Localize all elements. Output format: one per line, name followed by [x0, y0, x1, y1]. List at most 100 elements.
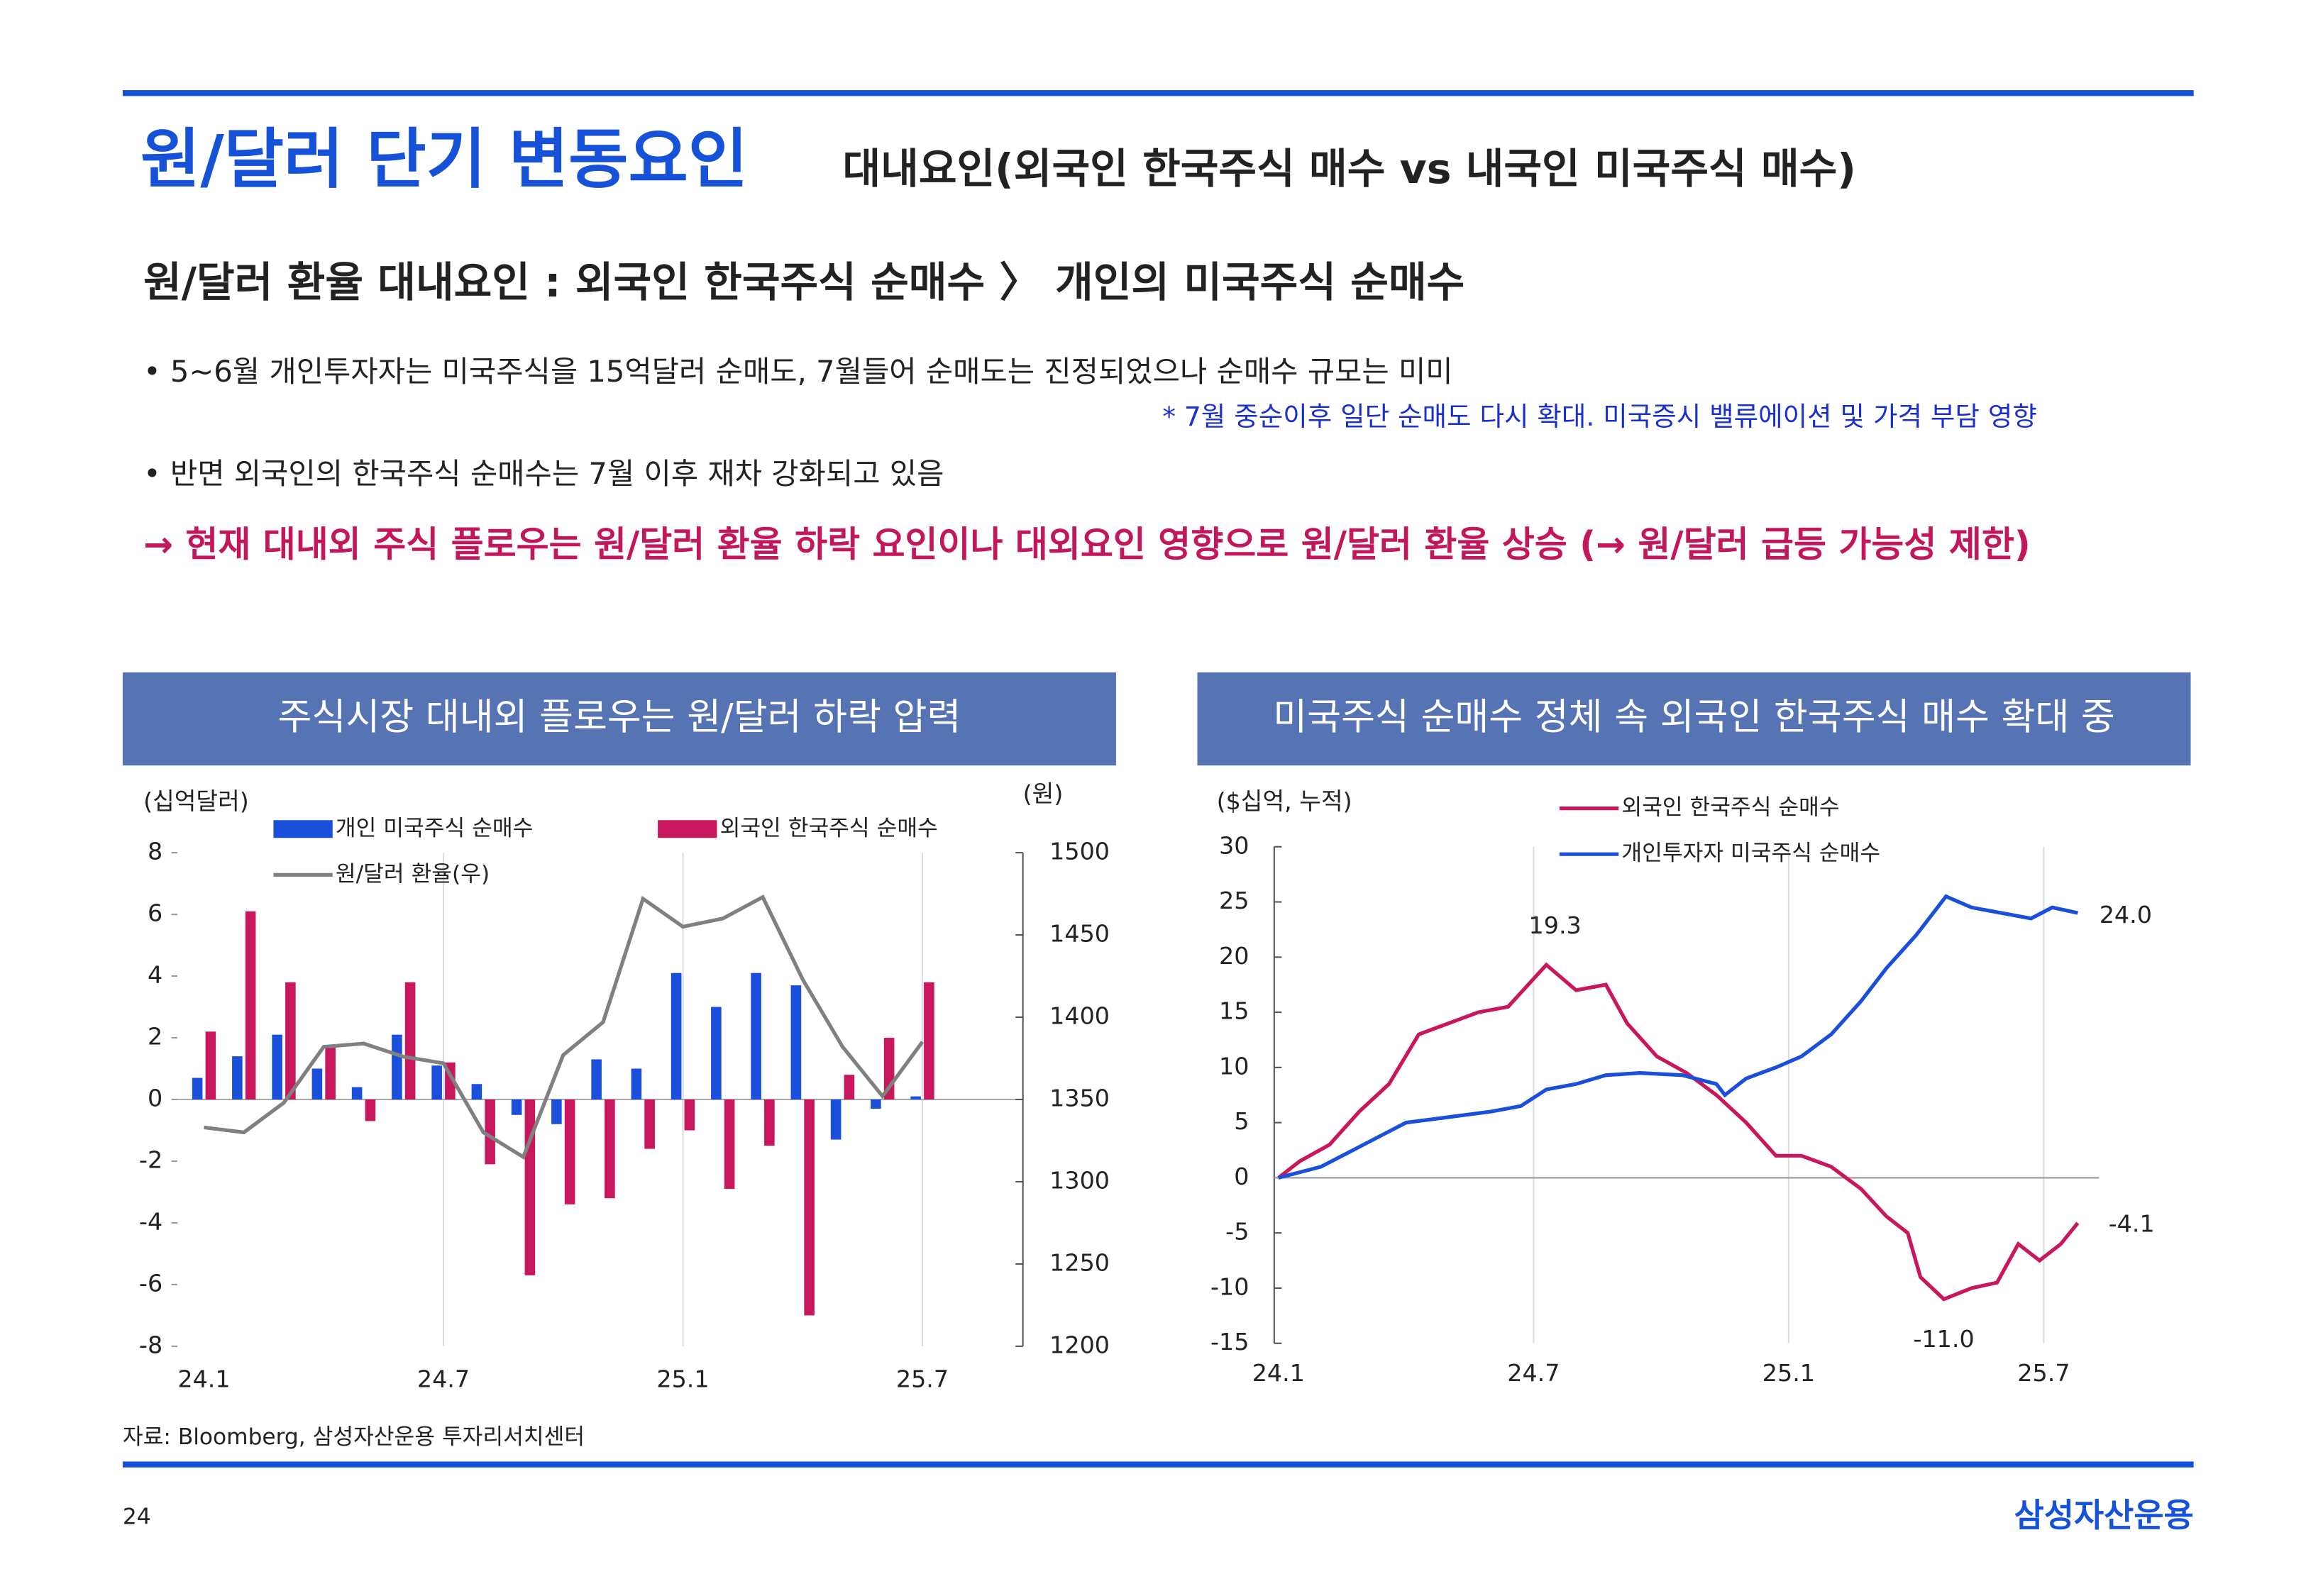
bar	[285, 982, 296, 1099]
bar	[404, 982, 416, 1099]
legend-label: 원/달러 환율(우)	[336, 861, 490, 887]
fx-line	[204, 894, 925, 1160]
x-tick-label: 25.1	[656, 1365, 709, 1392]
bar	[205, 1031, 216, 1099]
y2-tick-label: 1400	[1049, 1002, 1110, 1030]
chart-header	[122, 672, 1116, 766]
y-tick-label: -10	[1210, 1273, 1249, 1300]
x-tick-label: 24.7	[417, 1365, 470, 1392]
top-rule	[122, 90, 2194, 96]
legend-label: 개인투자자 미국주식 순매수	[1621, 841, 1880, 866]
y-tick-label: 30	[1219, 831, 1249, 859]
chart-title: 주식시장 대내외 플로우는 원/달러 하락 압력	[278, 697, 961, 739]
y-tick-label: 6	[148, 899, 162, 927]
bar	[511, 1099, 522, 1115]
series-line	[1277, 962, 2080, 1302]
x-tick-label: 24.7	[1507, 1359, 1560, 1387]
bar	[605, 1099, 615, 1199]
y2-tick-label: 1250	[1049, 1248, 1110, 1276]
y2-axis-label: (원)	[1023, 780, 1064, 807]
y2-tick-label: 1350	[1049, 1085, 1110, 1112]
logo: 삼성자산운용	[2014, 1496, 2194, 1534]
bullet: • 반면 외국인의 한국주식 순매수는 7월 이후 재차 강화되고 있음	[143, 456, 944, 491]
chart-title: 미국주식 순매수 정체 속 외국인 한국주식 매수 확대 중	[1273, 697, 2114, 739]
headline: 원/달러 환율 대내요인 : 외국인 한국주식 순매수 〉 개인의 미국주식 순…	[143, 258, 1464, 306]
bar	[311, 1068, 323, 1099]
bar	[485, 1099, 495, 1165]
bar	[844, 1075, 855, 1099]
y2-tick-label: 1300	[1049, 1166, 1110, 1194]
x-tick-label: 24.1	[1252, 1359, 1305, 1387]
legend-label: 개인 미국주식 순매수	[336, 816, 533, 841]
x-tick-label: 25.1	[1762, 1359, 1815, 1387]
y-tick-label: 2	[148, 1023, 162, 1051]
y-axis-label: (십억달러)	[143, 787, 249, 815]
y-tick-label: -15	[1210, 1328, 1249, 1356]
legend-label: 외국인 한국주식 순매수	[720, 816, 938, 841]
bar	[711, 1007, 722, 1099]
x-tick-label: 24.1	[177, 1365, 230, 1392]
legend-label: 외국인 한국주식 순매수	[1621, 795, 1839, 821]
bar	[684, 1099, 695, 1131]
bar	[272, 1034, 282, 1099]
annotation: 24.0	[2100, 901, 2152, 929]
bar	[871, 1099, 881, 1109]
annotation: -11.0	[1913, 1325, 1974, 1353]
bullet: • 5~6월 개인투자자는 미국주식을 15억달러 순매도, 7월들어 순매도는…	[143, 354, 1453, 389]
y-tick-label: 8	[148, 838, 162, 865]
annotation: -4.1	[2109, 1210, 2155, 1238]
subtitle: 대내요인(외국인 한국주식 매수 vs 내국인 미국주식 매수)	[843, 145, 1856, 193]
bar	[910, 1096, 921, 1099]
bar	[325, 1047, 336, 1099]
bar	[245, 911, 256, 1099]
bar	[232, 1056, 243, 1099]
legend-swatch	[273, 820, 333, 838]
y-tick-label: 15	[1219, 997, 1249, 1025]
bar	[751, 972, 761, 1099]
y-tick-label: -8	[139, 1331, 162, 1358]
x-tick-label: 25.7	[896, 1365, 949, 1392]
bar	[471, 1084, 482, 1099]
bar	[924, 982, 934, 1099]
y-tick-label: 20	[1219, 942, 1249, 970]
y2-tick-label: 1450	[1049, 920, 1110, 948]
conclusion: → 현재 대내외 주식 플로우는 원/달러 환율 하락 요인이나 대외요인 영향…	[143, 523, 2031, 565]
bar	[764, 1099, 775, 1146]
series-line	[1278, 894, 2078, 1180]
bar	[551, 1099, 562, 1124]
bar	[671, 972, 682, 1099]
bar	[631, 1068, 642, 1099]
y-tick-label: -4	[139, 1207, 162, 1235]
y-tick-label: -2	[139, 1146, 162, 1173]
y-tick-label: -5	[1225, 1218, 1249, 1246]
source: 자료: Bloomberg, 삼성자산운용 투자리서치센터	[123, 1424, 585, 1450]
bar	[365, 1099, 376, 1121]
y-tick-label: 0	[1234, 1163, 1249, 1190]
bar	[830, 1099, 842, 1140]
bar	[392, 1034, 402, 1099]
bar	[591, 1059, 602, 1099]
y-tick-label: 0	[148, 1085, 162, 1112]
bar	[724, 1099, 735, 1190]
bar	[564, 1099, 575, 1204]
bar	[790, 985, 802, 1099]
bar	[431, 1065, 442, 1099]
chart-header	[1197, 672, 2191, 766]
annotation: 19.3	[1529, 911, 1582, 939]
note: * 7월 중순이후 일단 순매도 다시 확대. 미국증시 밸류에이션 및 가격 …	[1162, 401, 2037, 432]
x-tick-label: 25.7	[2017, 1359, 2070, 1387]
y-tick-label: 10	[1219, 1052, 1249, 1080]
y-tick-label: 5	[1234, 1107, 1249, 1135]
bottom-rule	[122, 1461, 2194, 1468]
y-tick-label: -6	[139, 1269, 162, 1297]
bar	[192, 1077, 203, 1099]
bar	[351, 1087, 363, 1099]
y-axis-label: ($십억, 누적)	[1217, 787, 1352, 815]
y2-tick-label: 1500	[1049, 838, 1110, 865]
title: 원/달러 단기 변동요인	[140, 121, 748, 197]
y-tick-label: 25	[1219, 887, 1249, 914]
legend-swatch	[658, 820, 717, 838]
y-tick-label: 4	[148, 961, 162, 989]
